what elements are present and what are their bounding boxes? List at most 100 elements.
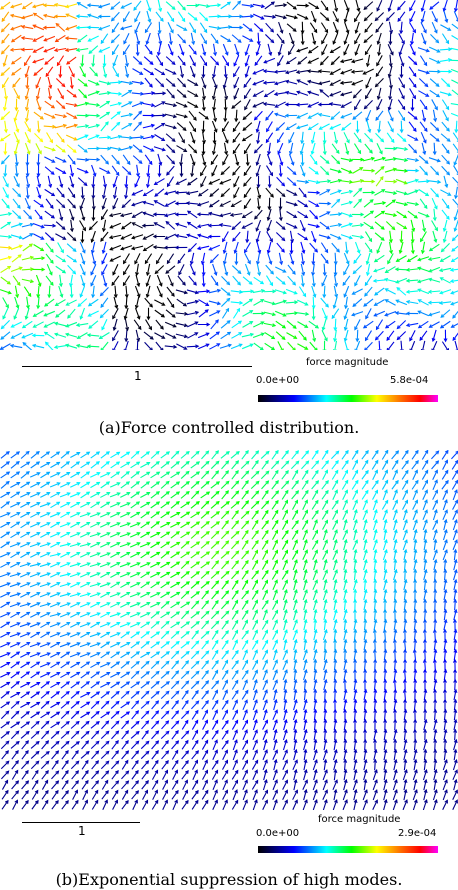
force-arrow xyxy=(323,578,328,591)
force-arrow xyxy=(220,570,230,579)
force-arrow xyxy=(251,529,259,540)
force-arrow xyxy=(70,730,80,740)
force-arrow xyxy=(423,708,428,721)
force-arrow xyxy=(351,223,365,228)
force-arrow xyxy=(452,758,458,771)
force-arrow xyxy=(329,123,342,130)
force-arrow xyxy=(363,708,368,721)
force-arrow xyxy=(230,300,244,305)
force-arrow xyxy=(333,698,337,711)
force-arrow xyxy=(307,45,319,54)
force-arrow xyxy=(410,219,416,233)
force-arrow xyxy=(189,263,196,276)
force-arrow xyxy=(232,699,238,710)
force-arrow xyxy=(282,759,288,771)
force-arrow xyxy=(251,490,260,500)
force-arrow xyxy=(0,652,11,658)
force-arrow xyxy=(32,310,44,317)
force-arrow xyxy=(353,698,358,711)
force-arrow xyxy=(372,638,377,651)
force-arrow xyxy=(144,253,153,265)
force-arrow xyxy=(255,164,261,177)
force-arrow xyxy=(34,132,44,143)
force-arrow xyxy=(454,120,458,134)
force-arrow xyxy=(322,539,328,551)
force-arrow xyxy=(364,143,373,154)
force-arrow xyxy=(393,718,398,731)
force-arrow xyxy=(30,720,40,729)
force-arrow xyxy=(41,740,50,750)
force-arrow xyxy=(353,758,358,771)
force-arrow xyxy=(266,219,272,232)
force-arrow xyxy=(212,789,218,801)
force-arrow xyxy=(282,779,288,790)
force-arrow xyxy=(311,509,319,520)
force-arrow xyxy=(69,592,82,598)
force-arrow xyxy=(273,698,278,711)
force-arrow xyxy=(133,319,142,331)
force-arrow xyxy=(375,319,384,331)
force-arrow xyxy=(241,550,250,560)
force-arrow xyxy=(281,450,289,460)
force-arrow xyxy=(363,748,368,761)
force-arrow xyxy=(233,176,240,188)
force-arrow xyxy=(155,55,164,67)
force-arrow xyxy=(120,642,131,648)
force-arrow xyxy=(333,318,338,332)
force-arrow xyxy=(383,588,388,601)
force-arrow xyxy=(423,728,428,741)
force-arrow xyxy=(272,769,278,781)
force-arrow xyxy=(274,289,288,295)
force-arrow xyxy=(288,132,295,144)
force-arrow xyxy=(441,209,450,220)
force-arrow xyxy=(333,628,338,641)
force-arrow xyxy=(241,559,249,570)
force-arrow xyxy=(0,245,13,250)
force-arrow xyxy=(363,598,368,611)
force-arrow xyxy=(60,651,71,659)
force-arrow xyxy=(351,288,363,295)
force-arrow xyxy=(427,300,441,305)
force-arrow xyxy=(418,188,430,197)
force-arrow xyxy=(39,522,51,528)
force-arrow xyxy=(79,612,91,618)
force-arrow xyxy=(300,131,305,145)
force-arrow xyxy=(439,289,452,295)
force-arrow xyxy=(13,109,19,122)
force-arrow xyxy=(192,759,199,770)
force-arrow xyxy=(302,558,308,571)
force-arrow xyxy=(438,300,452,305)
force-arrow xyxy=(0,44,10,55)
force-arrow xyxy=(262,102,276,107)
force-arrow xyxy=(423,698,428,711)
force-arrow xyxy=(40,760,50,770)
force-arrow xyxy=(29,542,41,548)
force-arrow xyxy=(393,538,398,551)
force-arrow xyxy=(303,768,308,781)
force-arrow xyxy=(403,598,408,611)
force-arrow xyxy=(100,451,111,459)
force-arrow xyxy=(136,164,140,178)
force-arrow xyxy=(420,241,426,255)
force-arrow xyxy=(231,460,240,470)
force-arrow xyxy=(150,611,160,619)
force-arrow xyxy=(281,480,290,490)
force-arrow xyxy=(453,668,458,681)
force-arrow xyxy=(251,559,259,570)
force-arrow xyxy=(201,98,206,112)
force-arrow xyxy=(439,58,453,62)
force-arrow xyxy=(384,299,396,306)
force-arrow xyxy=(354,11,361,23)
force-arrow xyxy=(200,165,207,177)
force-arrow xyxy=(403,558,408,571)
force-arrow xyxy=(50,461,61,469)
force-arrow xyxy=(220,287,231,296)
force-arrow xyxy=(232,759,238,771)
force-arrow xyxy=(139,542,151,548)
force-arrow xyxy=(263,89,275,98)
force-arrow xyxy=(134,11,141,23)
force-arrow xyxy=(119,502,131,508)
force-arrow xyxy=(422,489,428,500)
force-arrow xyxy=(46,132,53,144)
force-arrow xyxy=(261,639,269,650)
